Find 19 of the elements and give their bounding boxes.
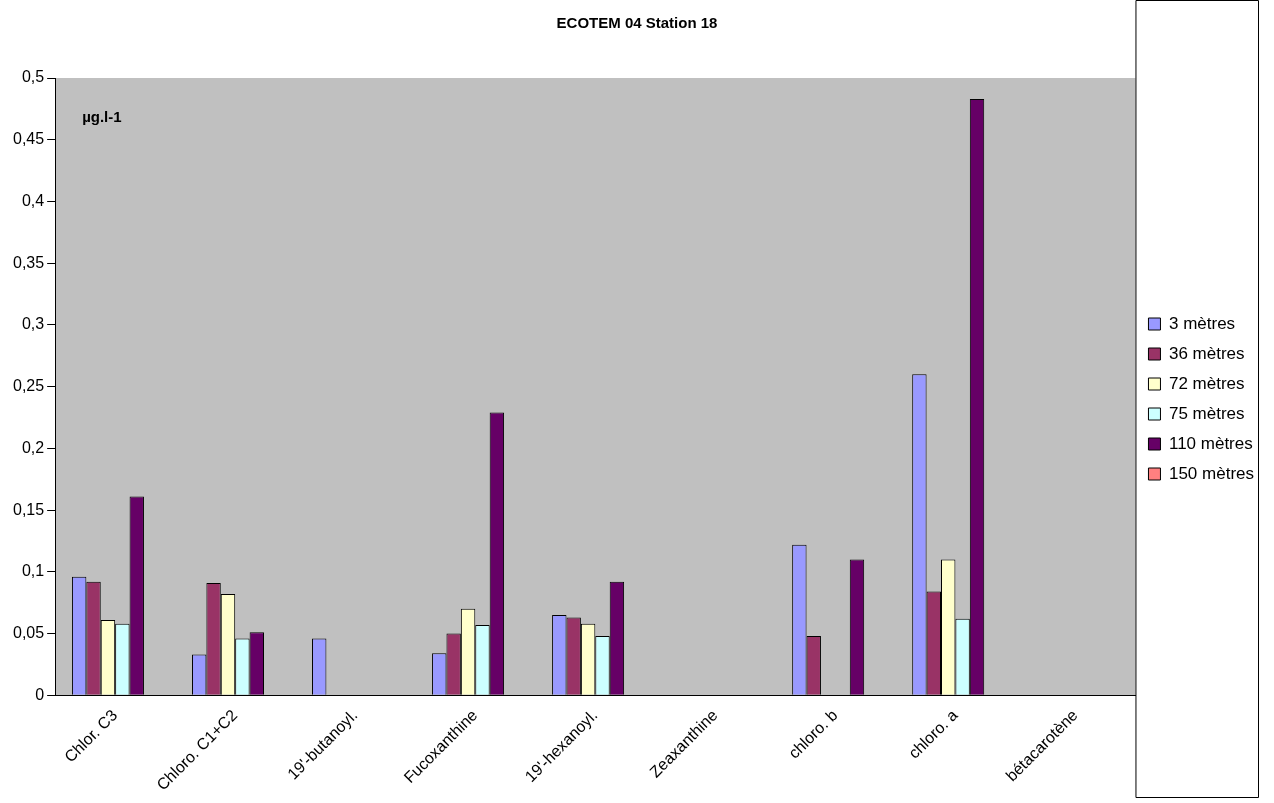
y-tick-label: 0,15 — [13, 500, 45, 518]
y-tick-label: 0,35 — [13, 253, 45, 271]
legend-label: 3 mètres — [1168, 313, 1236, 333]
y-tick-label: 0,5 — [21, 68, 45, 86]
legend-label: 72 mètres — [1168, 373, 1245, 393]
legend-label: 110 mètres — [1168, 433, 1253, 453]
legend-label: 36 mètres — [1168, 343, 1245, 363]
y-tick-label: 0,45 — [13, 130, 45, 148]
y-tick-label: 0,4 — [21, 191, 45, 209]
y-tick-label: 0,1 — [21, 562, 45, 580]
y-tick-label: 0,25 — [13, 377, 45, 395]
y-tick-label: 0 — [35, 685, 45, 703]
legend-label: 150 mètres — [1168, 463, 1255, 483]
y-tick-label: 0,2 — [21, 438, 45, 456]
y-tick-label: 0,3 — [21, 315, 45, 333]
y-tick-label: 0,05 — [13, 623, 45, 641]
legend-label: 75 mètres — [1168, 403, 1245, 423]
annotation: µg.l-1 — [82, 107, 122, 125]
chart-title: ECOTEM 04 Station 18 — [556, 14, 718, 32]
